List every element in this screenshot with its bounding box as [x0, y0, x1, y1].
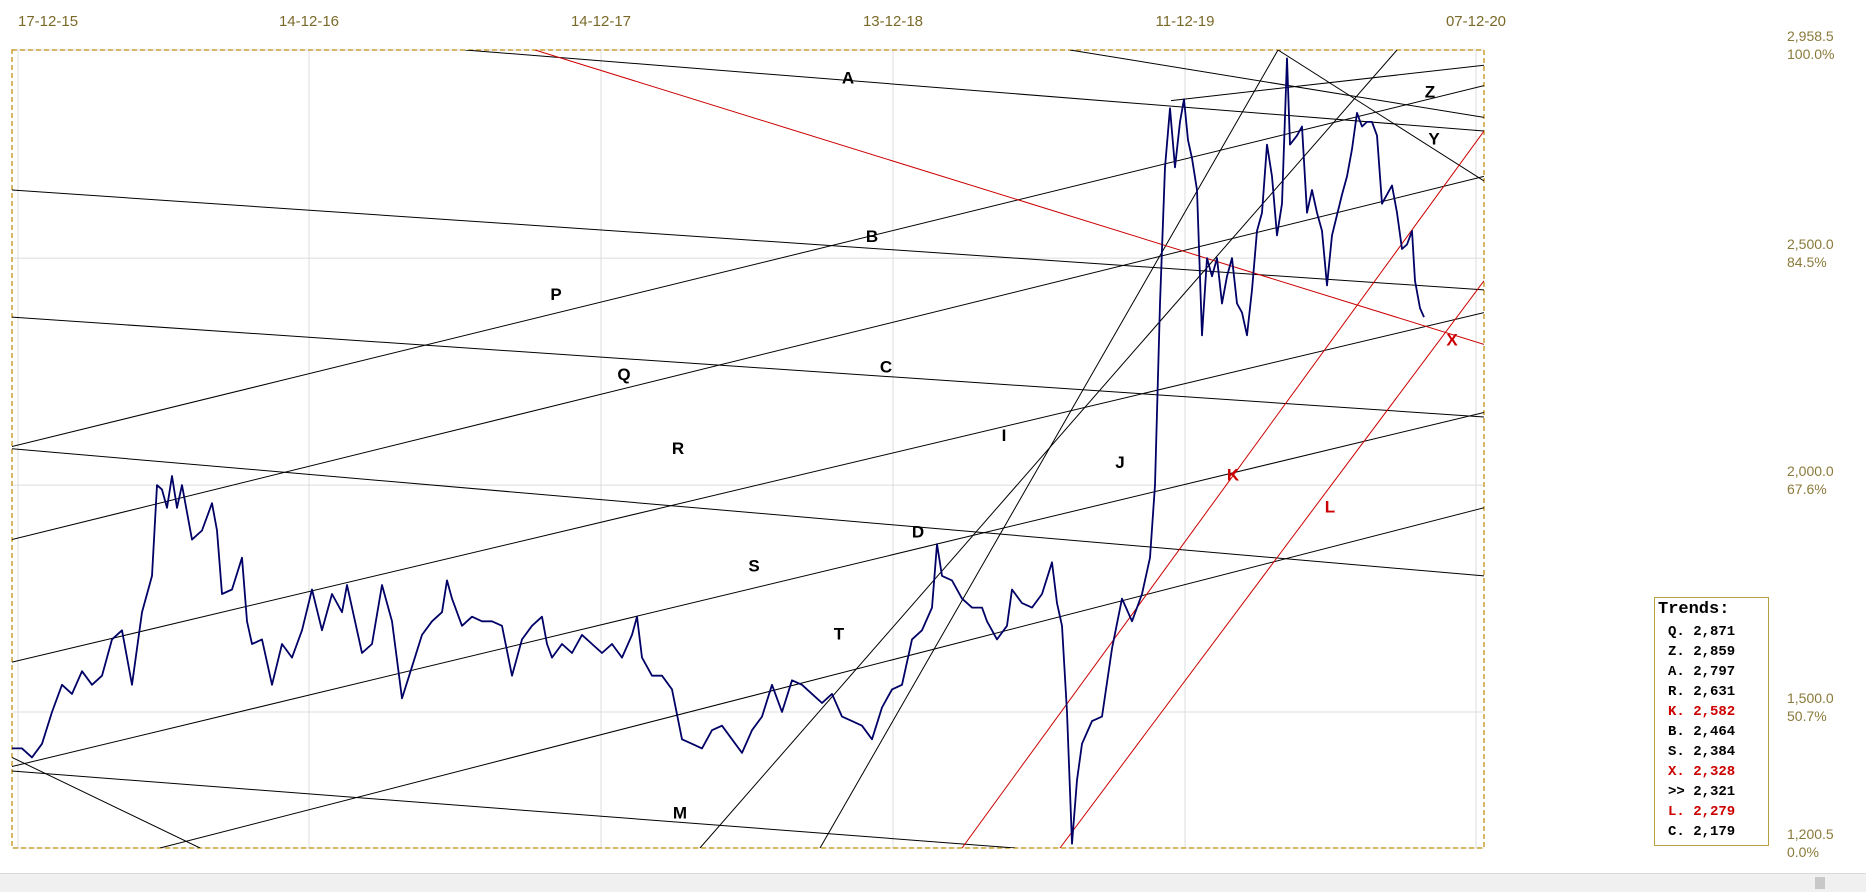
- y-tick-label: 2,000.0: [1787, 463, 1834, 479]
- y-tick-label: 1,500.0: [1787, 690, 1834, 706]
- trend-row: A. 2,797: [1668, 664, 1736, 680]
- trend-line-c: [12, 316, 1484, 418]
- trend-label-t: T: [834, 624, 845, 643]
- price-series-line: [12, 57, 1425, 845]
- x-tick-label: 14-12-17: [571, 13, 631, 30]
- trend-row: Q. 2,871: [1668, 624, 1736, 640]
- trend-line-z: [1069, 50, 1484, 118]
- trend-line: [12, 756, 201, 848]
- trend-row: B. 2,464: [1668, 724, 1736, 740]
- trend-label-i: I: [1002, 426, 1007, 445]
- trends-title: Trends:: [1658, 600, 1730, 619]
- y-tick-percent: 67.6%: [1787, 481, 1827, 497]
- trend-line-y: [1277, 50, 1484, 182]
- trends-legend: Trends: Q. 2,871 Z. 2,859 A. 2,797 R. 2,631…: [1654, 597, 1769, 846]
- trend-label-y: Y: [1428, 130, 1440, 149]
- horizontal-scrollbar[interactable]: [0, 873, 1866, 892]
- trend-label-l: L: [1325, 497, 1335, 516]
- x-tick-label: 07-12-20: [1446, 13, 1506, 30]
- trend-line-p: [12, 85, 1484, 447]
- x-tick-label: 13-12-18: [863, 13, 923, 30]
- y-tick-percent: 0.0%: [1787, 844, 1819, 860]
- trend-line-x: [534, 50, 1484, 345]
- plot-border: [11, 49, 1485, 849]
- trend-label-a: A: [842, 68, 854, 87]
- chart: 17-12-15 14-12-16 14-12-17 13-12-18 11-12-19…: [11, 13, 1834, 860]
- trend-line-s: [12, 411, 1484, 768]
- trend-row: C. 2,179: [1668, 824, 1736, 840]
- x-tick-label: 17-12-15: [18, 13, 78, 30]
- trend-label-q: Q: [617, 365, 630, 384]
- trend-label-r: R: [672, 439, 684, 458]
- trend-label-p: P: [550, 285, 561, 304]
- scrollbar-grip[interactable]: [1815, 877, 1825, 889]
- trend-line-q: [12, 175, 1484, 541]
- y-tick-percent: 84.5%: [1787, 254, 1827, 270]
- x-tick-label: 14-12-16: [279, 13, 339, 30]
- trend-label-s: S: [748, 556, 759, 575]
- trend-label-k: K: [1227, 466, 1240, 485]
- y-tick-label: 1,200.5: [1787, 826, 1834, 842]
- trend-label-j: J: [1115, 453, 1124, 472]
- y-tick-percent: 50.7%: [1787, 708, 1827, 724]
- trend-label-d: D: [912, 522, 924, 541]
- trend-row: K. 2,582: [1668, 704, 1736, 720]
- trend-line-t: [159, 507, 1484, 848]
- trend-line-m: [12, 770, 1016, 848]
- y-tick-percent: 100.0%: [1787, 46, 1834, 62]
- trend-label-x: X: [1446, 330, 1458, 349]
- trend-row: >> 2,321: [1668, 784, 1736, 800]
- trends-rows: Q. 2,871 Z. 2,859 A. 2,797 R. 2,631 K. 2,582…: [1655, 622, 1768, 842]
- trend-line-k: [961, 130, 1484, 848]
- trend-label-m: M: [673, 803, 687, 822]
- trend-line-r: [12, 312, 1484, 663]
- y-tick-label: 2,958.5: [1787, 28, 1834, 44]
- trend-row: R. 2,631: [1668, 684, 1736, 700]
- trend-label-b: B: [866, 227, 878, 246]
- trend-line-b: [12, 189, 1484, 291]
- trend-line-d: [12, 448, 1484, 577]
- trend-label-z: Z: [1425, 82, 1435, 101]
- x-tick-label: 11-12-19: [1156, 13, 1215, 30]
- trend-row: Z. 2,859: [1668, 644, 1736, 660]
- trend-line-a: [464, 50, 1484, 132]
- trend-line: [1170, 64, 1484, 102]
- trend-label-c: C: [880, 358, 892, 377]
- y-tick-label: 2,500.0: [1787, 236, 1834, 252]
- trend-line-l: [1059, 280, 1484, 848]
- trend-line-j: [819, 50, 1279, 848]
- trend-row: S. 2,384: [1668, 744, 1736, 760]
- trend-row: X. 2,328: [1668, 764, 1736, 780]
- trend-row: L. 2,279: [1668, 804, 1736, 820]
